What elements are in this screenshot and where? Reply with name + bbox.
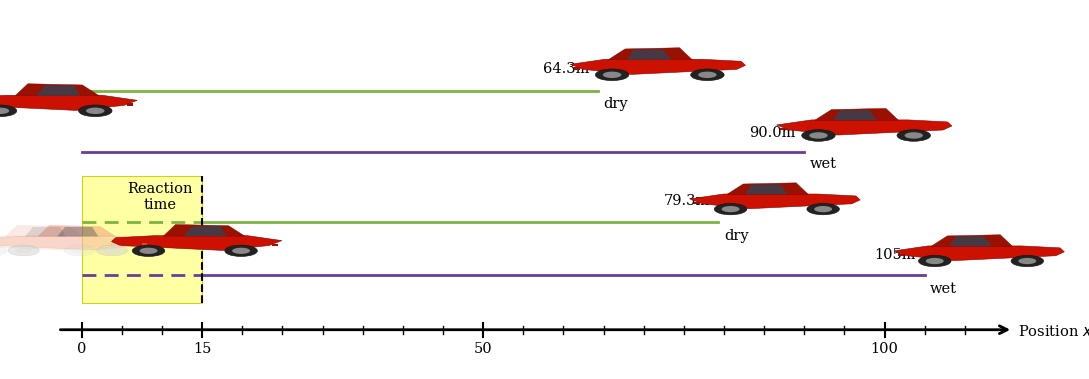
Polygon shape	[0, 95, 137, 110]
Text: wet: wet	[810, 157, 836, 171]
Bar	[110, 243, 115, 246]
Circle shape	[97, 245, 127, 256]
Bar	[574, 67, 580, 70]
Text: dry: dry	[603, 97, 628, 111]
Text: 105m: 105m	[874, 247, 916, 262]
Circle shape	[690, 69, 724, 81]
Polygon shape	[36, 86, 81, 96]
Polygon shape	[815, 108, 898, 121]
Text: Reaction
time: Reaction time	[127, 182, 193, 212]
Circle shape	[802, 130, 835, 141]
Circle shape	[78, 105, 112, 117]
Polygon shape	[571, 59, 746, 74]
Circle shape	[603, 72, 622, 78]
Text: 64.3m: 64.3m	[542, 62, 589, 76]
Circle shape	[0, 105, 16, 117]
Circle shape	[897, 130, 930, 141]
Polygon shape	[0, 236, 151, 250]
Polygon shape	[184, 226, 227, 236]
Circle shape	[596, 69, 628, 81]
Text: 79.3m: 79.3m	[663, 194, 710, 208]
Circle shape	[0, 245, 7, 256]
Circle shape	[905, 132, 923, 139]
Circle shape	[1018, 258, 1037, 264]
Bar	[127, 103, 133, 106]
Circle shape	[809, 132, 828, 139]
Text: 15: 15	[193, 342, 211, 356]
Polygon shape	[627, 50, 671, 60]
Polygon shape	[0, 236, 119, 250]
Polygon shape	[111, 236, 282, 251]
Polygon shape	[38, 225, 115, 236]
Bar	[272, 244, 278, 246]
Text: 90.0m: 90.0m	[749, 126, 796, 140]
Circle shape	[926, 258, 944, 264]
Polygon shape	[609, 48, 693, 60]
Polygon shape	[776, 120, 952, 135]
Circle shape	[0, 108, 9, 114]
Circle shape	[224, 245, 257, 257]
Polygon shape	[894, 246, 1064, 261]
Polygon shape	[745, 185, 788, 194]
Polygon shape	[58, 227, 98, 236]
Polygon shape	[689, 194, 860, 209]
Circle shape	[139, 248, 158, 254]
Circle shape	[8, 245, 39, 256]
Polygon shape	[15, 84, 99, 96]
Bar	[142, 243, 147, 246]
Circle shape	[807, 204, 840, 215]
Circle shape	[72, 247, 88, 254]
Circle shape	[714, 204, 747, 215]
Text: dry: dry	[724, 229, 748, 243]
Circle shape	[815, 206, 832, 212]
Circle shape	[64, 245, 96, 256]
Circle shape	[132, 245, 164, 257]
Bar	[694, 202, 699, 204]
Circle shape	[86, 108, 105, 114]
Polygon shape	[5, 225, 84, 236]
Text: 0: 0	[77, 342, 86, 356]
Polygon shape	[726, 183, 808, 194]
Circle shape	[722, 206, 739, 212]
Polygon shape	[950, 236, 992, 246]
Text: 50: 50	[474, 342, 492, 356]
Bar	[82, 176, 203, 303]
Text: 100: 100	[870, 342, 898, 356]
Circle shape	[232, 248, 250, 254]
Circle shape	[15, 247, 33, 254]
Text: wet: wet	[930, 282, 957, 296]
Bar	[897, 254, 904, 256]
Circle shape	[1011, 255, 1043, 267]
Circle shape	[698, 72, 717, 78]
Polygon shape	[931, 235, 1013, 246]
Bar	[781, 128, 786, 130]
Polygon shape	[163, 224, 245, 236]
Text: Position $x$ (m): Position $x$ (m)	[1018, 323, 1089, 340]
Polygon shape	[25, 227, 66, 236]
Circle shape	[103, 247, 121, 254]
Polygon shape	[833, 110, 878, 121]
Circle shape	[918, 255, 951, 267]
